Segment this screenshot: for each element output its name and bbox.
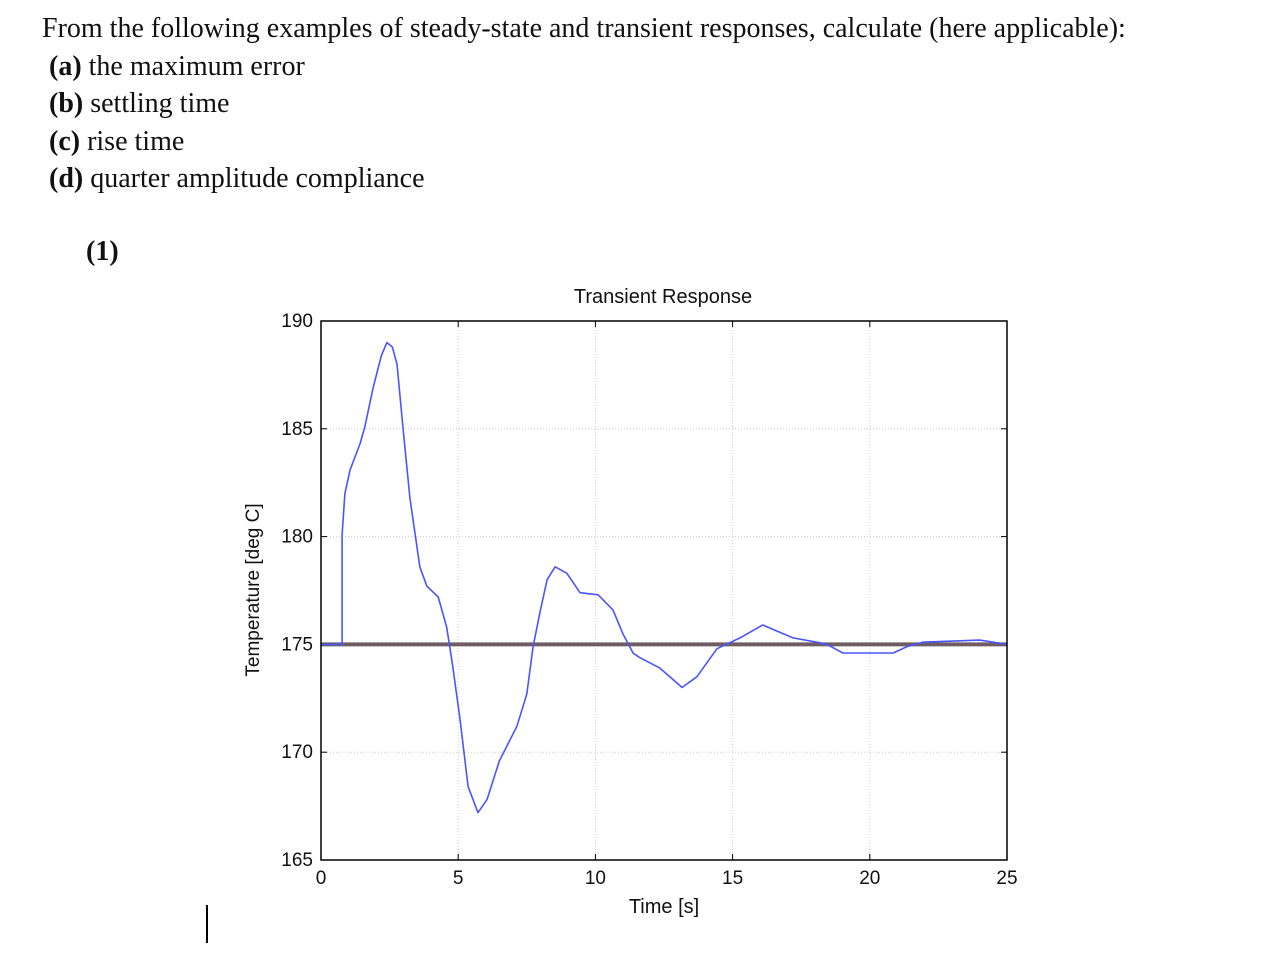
question-text: From the following examples of steady-st…: [42, 10, 1126, 198]
question-item-a: (a) the maximum error: [42, 48, 1126, 86]
item-label: (c): [49, 125, 81, 157]
y-tick-label: 185: [281, 419, 313, 440]
question-item-d: (d) quarter amplitude compliance: [42, 160, 1126, 198]
y-tick-label: 170: [281, 742, 313, 763]
response-line: [321, 341, 1008, 814]
item-text: settling time: [90, 88, 230, 119]
x-tick-label: 10: [585, 868, 606, 889]
x-tick-label: 20: [859, 868, 880, 889]
item-text: quarter amplitude compliance: [90, 163, 425, 194]
item-label: (d): [49, 163, 84, 194]
item-text: the maximum error: [88, 50, 305, 82]
question-item-b: (b) settling time: [42, 85, 1126, 123]
chart-title: Transient Response: [574, 286, 752, 308]
figure-label: (1): [86, 236, 119, 267]
x-tick-label: 15: [722, 868, 743, 889]
y-tick-label: 175: [281, 634, 313, 655]
x-tick-label: 0: [316, 868, 327, 889]
question-intro: From the following examples of steady-st…: [42, 13, 1126, 44]
plot-frame: [320, 320, 1008, 861]
y-tick-label: 180: [281, 527, 313, 548]
item-label: (a): [49, 50, 82, 82]
question-item-c: (c) rise time: [42, 123, 1126, 161]
text-cursor: [206, 905, 208, 943]
x-tick-label: 25: [996, 868, 1017, 889]
item-label: (b): [49, 88, 84, 119]
x-tick-label: 5: [453, 868, 464, 889]
y-tick-label: 165: [281, 850, 313, 871]
item-text: rise time: [87, 125, 185, 157]
y-axis-label: Temperature [deg C]: [243, 503, 264, 676]
y-tick-label: 190: [281, 311, 313, 332]
x-axis-label: Time [s]: [629, 896, 699, 918]
